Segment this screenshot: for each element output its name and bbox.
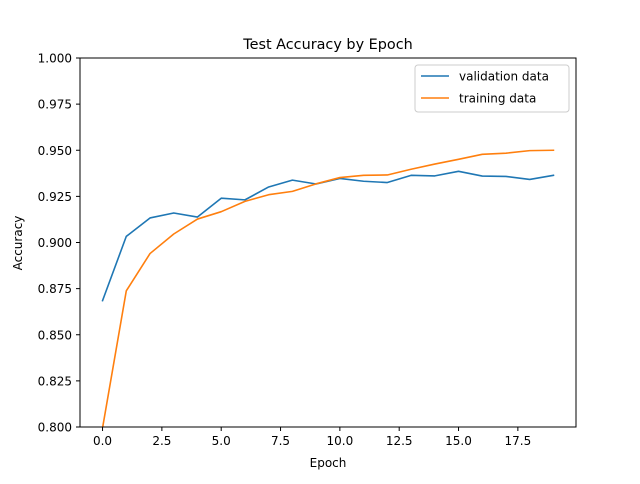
y-tick-label: 0.800	[38, 421, 72, 435]
x-tick-label: 15.0	[445, 434, 472, 448]
x-tick-label: 5.0	[212, 434, 231, 448]
x-tick-label: 17.5	[504, 434, 531, 448]
x-tick-label: 0.0	[93, 434, 112, 448]
y-tick-label: 0.975	[38, 98, 72, 112]
y-axis-label: Accuracy	[11, 216, 25, 271]
chart-title: Test Accuracy by Epoch	[242, 37, 412, 53]
y-tick-label: 0.850	[38, 328, 72, 342]
x-tick-label: 10.0	[327, 434, 354, 448]
legend-box	[414, 64, 570, 113]
y-tick-label: 0.875	[38, 282, 72, 296]
legend-label-training-data: training data	[459, 92, 536, 106]
legend: validation data training data	[414, 64, 570, 113]
y-tick-label: 0.925	[38, 190, 72, 204]
x-tick-label: 12.5	[386, 434, 413, 448]
series-line-training-data	[101, 149, 555, 427]
x-tick-label: 2.5	[152, 434, 171, 448]
y-tick-label: 0.900	[38, 236, 72, 250]
y-tick-label: 0.825	[38, 374, 72, 388]
y-tick-label: 1.000	[38, 52, 72, 66]
x-axis-label: Epoch	[310, 456, 347, 470]
legend-label-validation-data: validation data	[459, 70, 549, 84]
y-tick-label: 0.950	[38, 144, 72, 158]
x-tick-label: 7.5	[271, 434, 290, 448]
